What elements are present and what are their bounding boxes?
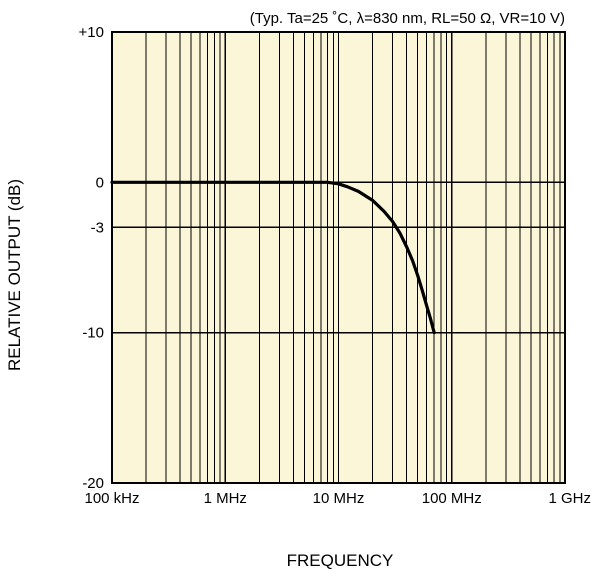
- y-tick-label: -10: [82, 325, 104, 342]
- x-tick-label: 1 GHz: [548, 490, 591, 507]
- series-layer: [110, 180, 436, 335]
- x-tick-label: 100 MHz: [422, 490, 482, 507]
- y-tick-labels: +10 0 -3 -10 -20: [79, 24, 104, 492]
- plot-frame: [111, 31, 566, 484]
- response-curve: [110, 180, 436, 335]
- measurement-conditions: (Typ. Ta=25 ˚C, λ=830 nm, RL=50 Ω, VR=10…: [250, 10, 565, 27]
- y-tick-label: -20: [82, 475, 104, 492]
- x-tick-labels: 100 kHz 1 MHz 10 MHz 100 MHz 1 GHz: [84, 490, 591, 507]
- x-tick-label: 10 MHz: [313, 490, 365, 507]
- y-tick-label: +10: [79, 24, 104, 41]
- x-tick-label: 1 MHz: [204, 490, 247, 507]
- y-axis-label: RELATIVE OUTPUT (dB): [5, 179, 24, 371]
- x-tick-label: 100 kHz: [84, 490, 139, 507]
- x-axis-label: FREQUENCY: [287, 551, 394, 570]
- grid: [111, 31, 565, 484]
- y-tick-label: 0: [96, 174, 104, 191]
- y-tick-label: -3: [91, 219, 104, 236]
